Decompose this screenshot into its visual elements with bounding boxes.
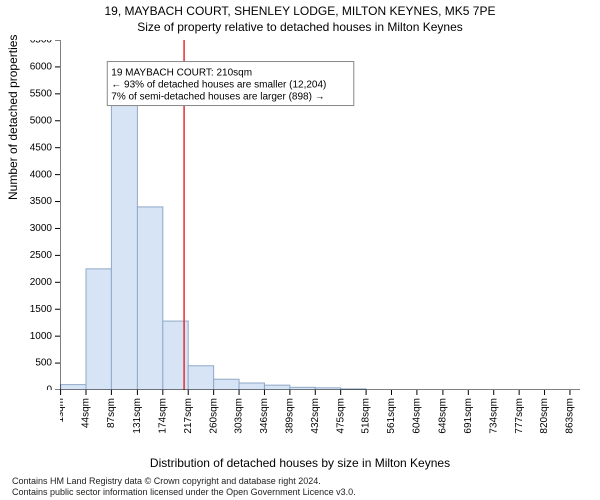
y-axis-ticks: 0 500 1000 1500 2000 2500 3000 3500 4000 4500 5000… (0, 40, 60, 390)
x-tick-label: 131sqm (132, 398, 143, 434)
y-tick-label: 1500 (30, 304, 53, 315)
y-tick-label: 3000 (30, 223, 53, 234)
x-tick-label: 820sqm (539, 398, 550, 434)
x-tick-label: 561sqm (386, 398, 397, 434)
x-axis-label: Distribution of detached houses by size … (0, 456, 600, 470)
annotation-line: 7% of semi-detached houses are larger (8… (111, 92, 324, 103)
y-tick-label: 2500 (30, 250, 53, 261)
x-tick-label: 475sqm (335, 398, 346, 434)
chart-title-main: 19, MAYBACH COURT, SHENLEY LODGE, MILTON… (0, 4, 600, 18)
x-tick-label: 303sqm (234, 398, 245, 434)
x-tick-label: 44sqm (81, 398, 92, 428)
y-tick-label: 3500 (30, 196, 53, 207)
footnote-line1: Contains HM Land Registry data © Crown c… (12, 476, 356, 487)
x-tick-label: 174sqm (157, 398, 168, 434)
histogram-bar (111, 99, 137, 390)
x-tick-label: 734sqm (488, 398, 499, 434)
y-tick-label: 0 (46, 385, 52, 390)
x-tick-label: 87sqm (106, 398, 117, 428)
x-tick-label: 432sqm (310, 398, 321, 434)
histogram-bar (214, 379, 239, 390)
y-tick-label: 500 (35, 358, 52, 369)
x-tick-label: 648sqm (438, 398, 449, 434)
x-tick-label: 777sqm (514, 398, 525, 434)
y-tick-label: 4000 (30, 169, 53, 180)
histogram-bar (188, 366, 213, 390)
annotation-line: ← 93% of detached houses are smaller (12… (111, 80, 326, 91)
x-tick-label: 518sqm (361, 398, 372, 434)
y-tick-label: 2000 (30, 277, 53, 288)
y-tick-label: 6500 (30, 40, 53, 46)
histogram-bar (86, 269, 111, 390)
footnote: Contains HM Land Registry data © Crown c… (12, 476, 356, 498)
x-tick-label: 389sqm (285, 398, 296, 434)
histogram-bar (239, 383, 264, 390)
histogram-bar (137, 207, 162, 390)
y-tick-label: 5500 (30, 88, 53, 99)
annotation-line: 19 MAYBACH COURT: 210sqm (111, 68, 252, 79)
plot-area: 19 MAYBACH COURT: 210sqm← 93% of detache… (60, 40, 580, 390)
x-tick-label: 346sqm (259, 398, 270, 434)
x-axis-ticks: 1sqm 44sqm 87sqm 131sqm 174sqm 217sqm 260sqm 30… (60, 390, 580, 450)
y-tick-label: 6000 (30, 62, 53, 73)
x-tick-label: 691sqm (463, 398, 474, 434)
x-tick-label: 217sqm (183, 398, 194, 434)
x-tick-label: 260sqm (208, 398, 219, 434)
y-tick-label: 1000 (30, 331, 53, 342)
y-tick-label: 4500 (30, 142, 53, 153)
figure: 19, MAYBACH COURT, SHENLEY LODGE, MILTON… (0, 0, 600, 500)
y-tick-label: 5000 (30, 115, 53, 126)
x-tick-label: 1sqm (60, 398, 66, 422)
x-tick-label: 604sqm (412, 398, 423, 434)
footnote-line2: Contains public sector information licen… (12, 487, 356, 498)
chart-title-sub: Size of property relative to detached ho… (0, 20, 600, 34)
x-tick-label: 863sqm (565, 398, 576, 434)
